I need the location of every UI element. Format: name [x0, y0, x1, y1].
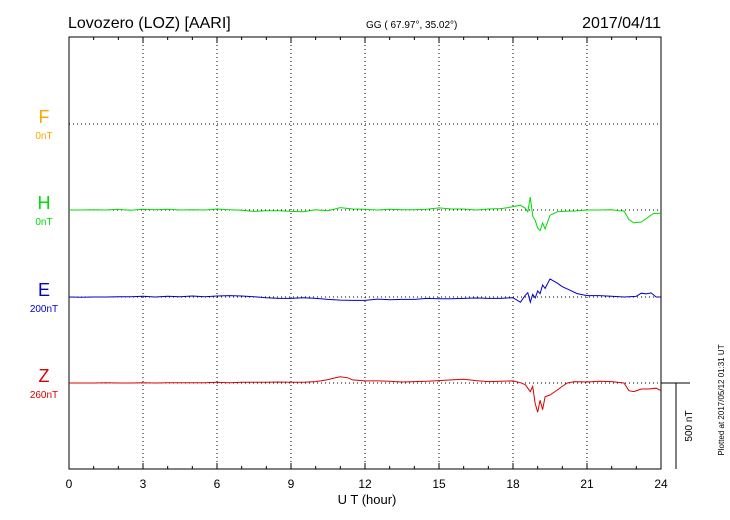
x-axis-label: U T (hour)	[338, 492, 397, 507]
series-name-F: F	[39, 107, 50, 127]
x-tick-label: 21	[580, 477, 594, 491]
series-labels: F 0nT H 0nT E 200nT Z 260nT	[30, 107, 58, 401]
series-line-Z	[69, 376, 662, 413]
series-line-E	[68, 278, 661, 305]
series-line-H	[69, 197, 661, 232]
x-tick-label: 15	[432, 477, 446, 491]
date-label: 2017/04/11	[582, 15, 661, 32]
series-offset-F: 0nT	[35, 131, 52, 142]
x-tick-label: 18	[506, 477, 520, 491]
coordinates-label: GG ( 67.97°, 35.02°)	[366, 20, 457, 31]
x-tick-label: 0	[66, 477, 73, 491]
series-lines	[68, 197, 662, 413]
series-offset-E: 200nT	[30, 304, 58, 315]
series-name-Z: Z	[39, 366, 50, 386]
plotted-at-note: Plotted at 2017/05/12 01:31 UT	[717, 344, 726, 455]
series-offset-H: 0nT	[35, 217, 52, 228]
series-name-E: E	[38, 280, 50, 300]
x-tick-label: 9	[288, 477, 295, 491]
x-tick-label: 12	[358, 477, 372, 491]
series-offset-Z: 260nT	[30, 390, 58, 401]
station-title: Lovozero (LOZ) [AARI]	[68, 15, 231, 32]
series-name-H: H	[38, 193, 51, 213]
x-tick-label: 6	[214, 477, 221, 491]
scale-bar-label: 500 nT	[684, 410, 695, 441]
x-tick-label: 3	[140, 477, 147, 491]
grid	[68, 37, 662, 469]
scale-bar	[661, 382, 690, 469]
x-tick-labels: 0 3 6 9 12 15 18 21 24	[66, 477, 668, 491]
x-tick-label: 24	[654, 477, 668, 491]
